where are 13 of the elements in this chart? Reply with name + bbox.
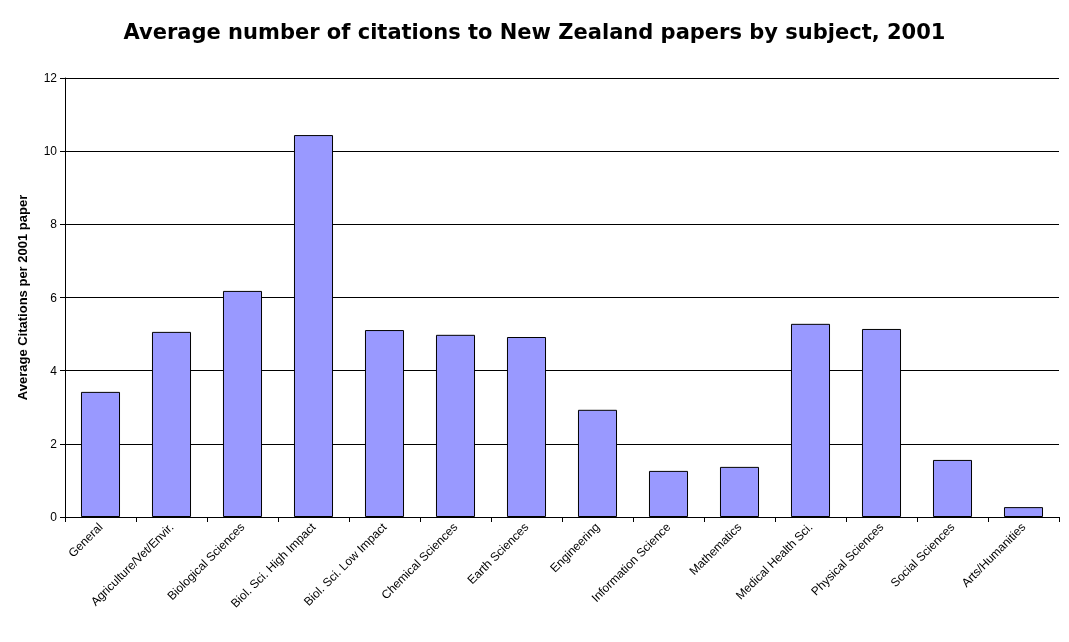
y-tick-label: 6 [50, 290, 58, 305]
y-tick-label: 10 [43, 144, 58, 159]
y-tick-label: 4 [50, 363, 58, 378]
y-tick-label: 2 [50, 436, 58, 451]
y-tick-label: 0 [50, 510, 58, 524]
bar [648, 470, 689, 517]
y-tick-label: 8 [50, 217, 58, 232]
bar [1003, 507, 1044, 517]
bar [932, 459, 973, 517]
y-tick-label: 12 [43, 71, 58, 85]
y-axis-title: Average Citations per 2001 paper [15, 194, 30, 401]
bar [719, 466, 760, 517]
chart-title: Average number of citations to New Zealand papers by subject, 2001 [123, 19, 946, 44]
